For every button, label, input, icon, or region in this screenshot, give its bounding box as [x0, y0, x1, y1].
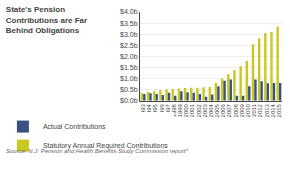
svg-text:State's PensionContributions a: State's PensionContributions are FarBehi…: [6, 5, 87, 35]
svg-text:1994: 1994: [146, 104, 153, 118]
svg-text:1999: 1999: [177, 103, 183, 117]
svg-text:2011: 2011: [251, 103, 257, 117]
svg-text:$0.0b: $0.0b: [120, 97, 138, 104]
svg-text:$2.5b: $2.5b: [120, 42, 138, 49]
svg-text:2002: 2002: [196, 103, 202, 117]
svg-text:$0.5b: $0.5b: [120, 86, 138, 93]
svg-text:Source: N.J. Pension and Healt: Source: N.J. Pension and Health Benefits…: [6, 148, 188, 154]
svg-text:2007: 2007: [226, 103, 232, 117]
svg-text:Statutory Annual Required Cont: Statutory Annual Required Contributions: [43, 142, 168, 150]
svg-text:1996: 1996: [158, 104, 165, 118]
svg-text:2001: 2001: [189, 103, 195, 117]
svg-text:2009: 2009: [239, 103, 245, 117]
svg-text:$1.0b: $1.0b: [120, 75, 138, 82]
svg-text:$3.5b: $3.5b: [120, 20, 138, 27]
svg-text:2010: 2010: [245, 103, 251, 117]
svg-text:1995: 1995: [152, 104, 159, 118]
svg-text:1993: 1993: [140, 104, 146, 118]
svg-text:2015: 2015: [276, 103, 282, 117]
svg-text:$3.0b: $3.0b: [120, 31, 138, 38]
svg-text:2000: 2000: [183, 103, 189, 117]
svg-text:1998: 1998: [170, 104, 177, 118]
svg-text:$4.0b: $4.0b: [120, 8, 138, 15]
svg-text:2005: 2005: [214, 103, 220, 117]
svg-text:2006: 2006: [220, 103, 226, 117]
svg-text:$1.5b: $1.5b: [120, 64, 138, 71]
svg-text:2012: 2012: [257, 103, 263, 117]
svg-text:2008: 2008: [233, 103, 239, 117]
svg-text:2014: 2014: [270, 103, 276, 117]
svg-text:2013: 2013: [264, 103, 270, 117]
svg-text:2004: 2004: [208, 103, 214, 117]
svg-text:2003: 2003: [202, 103, 208, 117]
svg-text:1997: 1997: [164, 104, 171, 118]
svg-text:Actual Contributions: Actual Contributions: [43, 123, 106, 130]
svg-text:$2.0b: $2.0b: [120, 53, 138, 60]
